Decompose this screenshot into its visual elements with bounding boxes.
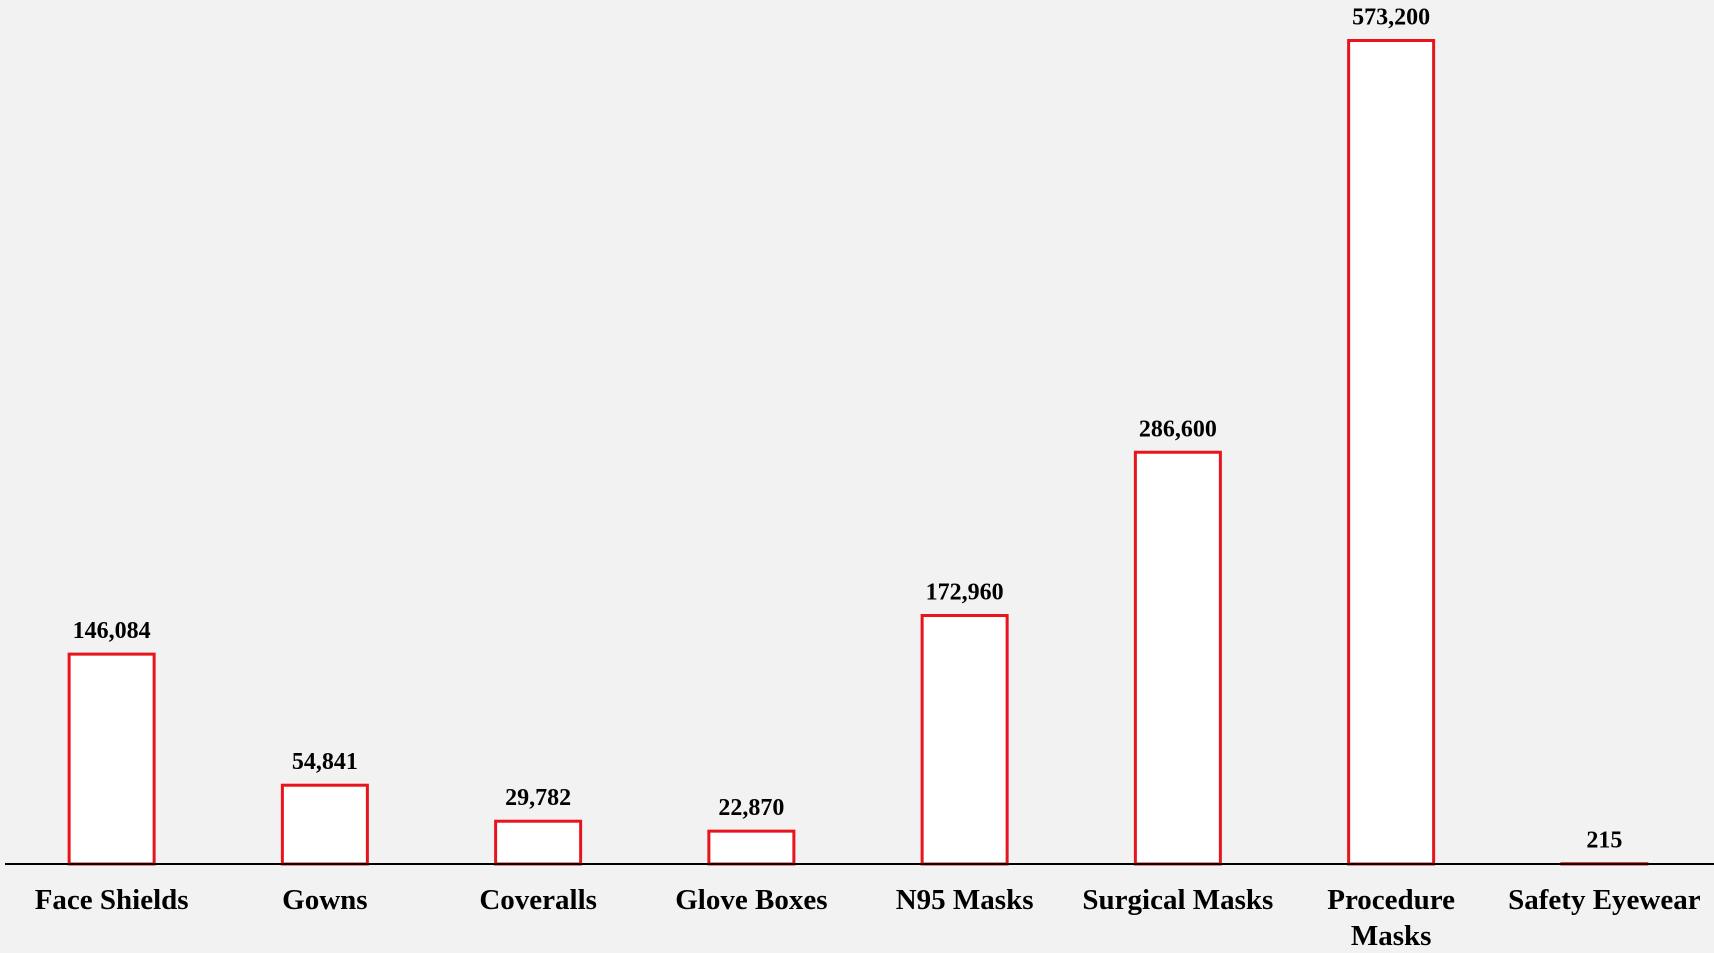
- bar: [67, 652, 156, 866]
- x-tick-label: Surgical Masks: [1082, 884, 1274, 916]
- value-label: 146,084: [73, 618, 151, 644]
- bar: [494, 819, 583, 866]
- x-tick-label: Glove Boxes: [675, 884, 828, 916]
- value-label: 172,960: [926, 580, 1004, 606]
- bar: [1133, 450, 1222, 866]
- x-tick-label: N95 Masks: [895, 884, 1034, 916]
- value-label: 286,600: [1139, 416, 1217, 442]
- x-tick-label: Gowns: [282, 884, 368, 916]
- value-label: 215: [1586, 828, 1622, 854]
- bar: [280, 783, 369, 866]
- bar: [707, 829, 796, 866]
- value-label: 22,870: [718, 795, 784, 821]
- value-label: 54,841: [292, 749, 358, 775]
- bar: [920, 614, 1009, 866]
- value-label: 573,200: [1352, 5, 1430, 31]
- x-tick-label: Coveralls: [479, 884, 597, 916]
- bar: [1347, 39, 1436, 866]
- value-label: 29,782: [505, 785, 571, 811]
- x-tick-label: Procedure Masks: [1327, 884, 1456, 952]
- x-tick-label: Safety Eyewear: [1508, 884, 1701, 916]
- x-tick-label: Face Shields: [34, 884, 189, 916]
